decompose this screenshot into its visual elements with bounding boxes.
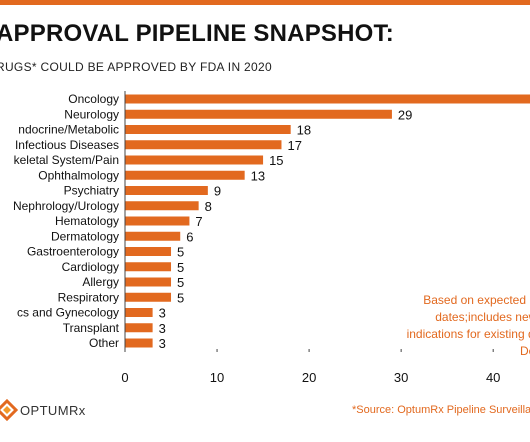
category-label: Respiratory xyxy=(58,290,119,304)
value-label: 13 xyxy=(251,168,265,183)
category-label: Transplant xyxy=(63,321,120,335)
bar xyxy=(125,109,392,119)
bar xyxy=(125,292,172,302)
value-label: 18 xyxy=(297,123,311,138)
value-label: 9 xyxy=(214,184,221,199)
bar xyxy=(125,216,190,226)
x-tick-label: 30 xyxy=(394,370,408,385)
bar xyxy=(125,155,264,165)
footnote-line: dates;includes new dru xyxy=(435,310,530,324)
category-label: Allergy xyxy=(82,275,119,289)
category-label: keletal System/Pain xyxy=(14,153,119,167)
bar xyxy=(125,338,153,348)
bar xyxy=(125,247,172,256)
bar xyxy=(125,125,291,134)
value-label: 8 xyxy=(205,199,212,214)
value-label: 6 xyxy=(186,229,193,244)
bar xyxy=(125,231,181,241)
footnote-line: Based on expected NDA/ xyxy=(423,293,530,307)
value-label: 5 xyxy=(177,245,184,260)
category-label: Gastroenterology xyxy=(27,245,119,259)
value-label: 7 xyxy=(195,214,202,229)
bar xyxy=(125,94,530,104)
category-label: Nephrology/Urology xyxy=(13,199,119,213)
category-label: Psychiatry xyxy=(64,184,119,198)
value-label: 3 xyxy=(159,321,166,336)
bar xyxy=(125,308,153,317)
value-label: 3 xyxy=(159,306,166,321)
logo-text: OPTUMRx xyxy=(20,402,86,418)
category-label: Neurology xyxy=(64,107,119,121)
optum-logo-icon xyxy=(0,399,18,421)
x-tick-label: 20 xyxy=(302,370,316,385)
bar xyxy=(125,323,153,333)
value-label: 29 xyxy=(398,107,412,122)
category-label: Cardiology xyxy=(62,260,119,274)
category-label: ndocrine/Metabolic xyxy=(18,123,119,137)
value-label: 3 xyxy=(159,336,166,351)
category-label: Other xyxy=(89,336,119,350)
x-tick-label: 10 xyxy=(210,370,224,385)
bar xyxy=(125,277,172,287)
category-label: Hematology xyxy=(55,214,119,228)
value-label: 5 xyxy=(177,275,184,290)
bar xyxy=(125,140,282,150)
bar xyxy=(125,201,199,211)
source-citation: *Source: OptumRx Pipeline Surveilla xyxy=(352,404,530,416)
footnote-text: Based on expected NDA/ dates;includes ne… xyxy=(383,292,530,360)
value-label: 15 xyxy=(269,153,283,168)
category-label: Oncology xyxy=(68,92,119,106)
category-label: Ophthalmology xyxy=(38,168,119,182)
bar xyxy=(125,262,172,272)
value-label: 5 xyxy=(177,260,184,275)
footnote-line: Decem xyxy=(519,344,530,358)
bar xyxy=(125,170,245,180)
x-tick-label: 0 xyxy=(121,370,128,385)
footnote-line: indications for existing drugs xyxy=(406,327,530,341)
value-label: 5 xyxy=(177,290,184,305)
bar xyxy=(125,186,208,195)
x-tick-label: 40 xyxy=(486,370,500,385)
category-label: Infectious Diseases xyxy=(15,138,119,152)
page-title: APPROVAL PIPELINE SNAPSHOT: xyxy=(0,20,394,47)
top-accent-bar xyxy=(0,0,530,5)
optumrx-logo: OPTUMRx xyxy=(0,398,86,422)
category-label: Dermatology xyxy=(51,229,119,243)
page-subtitle: RUGS* COULD BE APPROVED BY FDA IN 2020 xyxy=(0,60,272,74)
category-label: cs and Gynecology xyxy=(17,306,119,320)
value-label: 17 xyxy=(287,138,301,153)
